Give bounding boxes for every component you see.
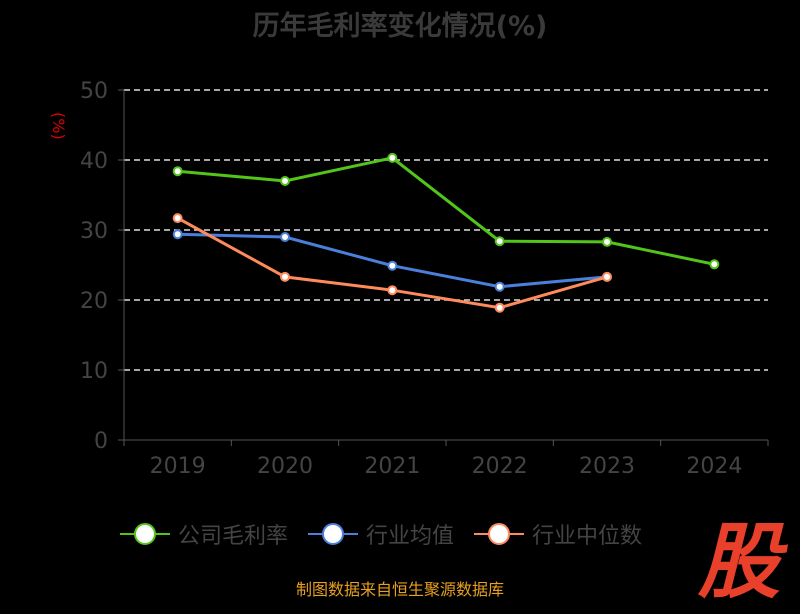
x-tick-label: 2019 bbox=[150, 454, 206, 479]
y-tick-label: 50 bbox=[80, 79, 108, 104]
legend-item[interactable]: 行业均值 bbox=[308, 518, 454, 550]
data-point bbox=[494, 236, 505, 247]
x-tick-label: 2024 bbox=[686, 454, 742, 479]
data-point bbox=[387, 285, 398, 296]
data-point bbox=[602, 236, 612, 247]
data-point bbox=[172, 213, 183, 224]
data-point bbox=[172, 166, 183, 177]
legend-marker-icon bbox=[474, 523, 525, 545]
legend-label: 公司毛利率 bbox=[178, 524, 289, 549]
y-tick-label: 40 bbox=[80, 149, 108, 174]
line-chart: 0 10 20 30 40 50 2019 2020 2021 2022 2023 2024 bbox=[80, 79, 769, 479]
data-point bbox=[280, 232, 290, 242]
series-line-0 bbox=[177, 156, 715, 266]
x-tick-label: 2020 bbox=[257, 454, 313, 479]
y-tick-label: 20 bbox=[80, 289, 108, 314]
legend: 公司毛利率 行业均值 行业中位数 bbox=[120, 518, 642, 550]
data-point bbox=[602, 271, 612, 282]
x-tick-label: 2021 bbox=[364, 454, 420, 479]
data-point bbox=[494, 302, 505, 313]
y-tick-label: 0 bbox=[94, 429, 108, 454]
data-point bbox=[172, 229, 183, 240]
legend-marker-icon bbox=[120, 523, 170, 545]
data-point bbox=[280, 271, 290, 282]
brand-logo: 股 bbox=[698, 515, 780, 610]
data-point bbox=[280, 176, 290, 186]
source-footer: 制图数据来自恒生聚源数据库 bbox=[295, 580, 504, 599]
data-point bbox=[387, 260, 398, 271]
x-tick-label: 2023 bbox=[579, 454, 635, 479]
legend-marker-icon bbox=[308, 523, 359, 545]
y-tick-label: 10 bbox=[80, 359, 108, 384]
data-point bbox=[387, 152, 398, 163]
data-point bbox=[709, 259, 720, 270]
chart-title: 历年毛利率变化情况(%) bbox=[252, 11, 548, 42]
y-tick-label: 30 bbox=[80, 219, 108, 244]
data-point bbox=[494, 281, 505, 292]
legend-label: 行业中位数 bbox=[532, 524, 643, 549]
legend-label: 行业均值 bbox=[366, 524, 455, 549]
legend-item[interactable]: 行业中位数 bbox=[474, 518, 642, 550]
x-tick-label: 2022 bbox=[472, 454, 528, 479]
legend-item[interactable]: 公司毛利率 bbox=[120, 518, 288, 550]
